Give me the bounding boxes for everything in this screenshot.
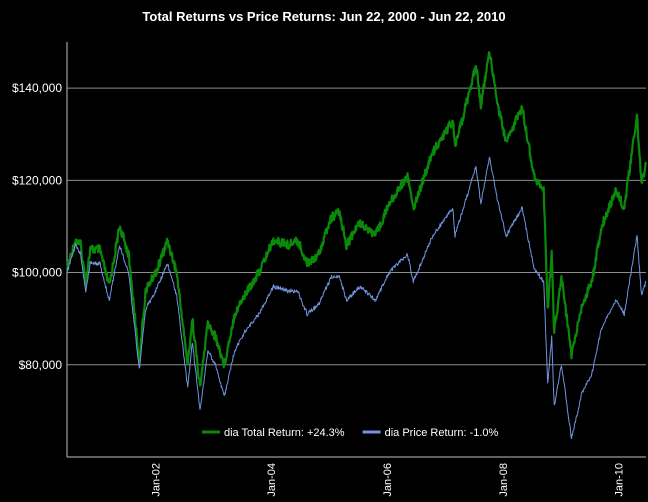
series-line <box>65 51 648 387</box>
legend-label: dia Total Return: +24.3% <box>224 427 345 439</box>
x-tick-label: Jan-10 <box>614 463 626 497</box>
y-tick-label: $140,000 <box>12 81 62 95</box>
legend-label: dia Price Return: -1.0% <box>385 427 499 439</box>
x-tick-label: Jan-06 <box>382 463 394 497</box>
y-tick-label: $80,000 <box>19 358 63 372</box>
y-tick-label: $120,000 <box>12 173 62 187</box>
x-tick-label: Jan-08 <box>498 463 510 497</box>
x-tick-label: Jan-04 <box>266 463 278 497</box>
series-line <box>66 156 647 440</box>
x-tick-label: Jan-02 <box>150 463 162 497</box>
y-tick-label: $100,000 <box>12 266 62 280</box>
chart-title: Total Returns vs Price Returns: Jun 22, … <box>142 9 506 24</box>
